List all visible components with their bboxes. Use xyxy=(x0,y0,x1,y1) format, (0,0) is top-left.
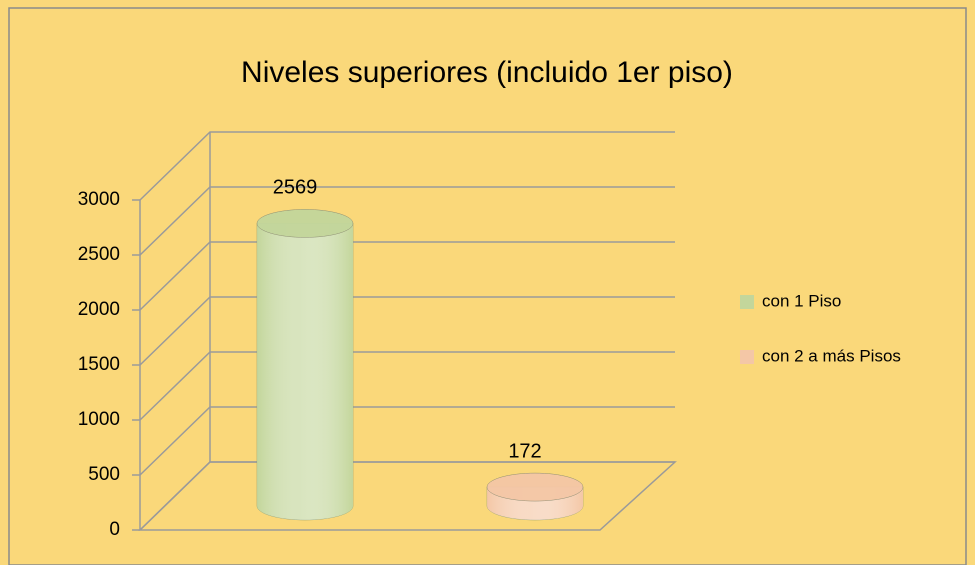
value-label: 2569 xyxy=(273,177,318,199)
y-tick-label: 500 xyxy=(88,464,120,485)
y-tick-label: 2000 xyxy=(78,299,120,320)
y-tick-label: 1500 xyxy=(78,354,120,375)
chart-border xyxy=(8,7,967,565)
y-tick-label: 2500 xyxy=(78,244,120,265)
cylinder-top xyxy=(256,209,354,238)
chart-title: Niveles superiores (incluido 1er piso) xyxy=(241,56,733,89)
grid-line xyxy=(139,461,675,531)
legend-label: con 2 a más Pisos xyxy=(762,346,901,365)
y-tick-label: 1000 xyxy=(78,409,120,430)
y-tick-label: 0 xyxy=(109,519,120,540)
grid-line xyxy=(139,186,675,256)
legend-label: con 1 Piso xyxy=(762,291,841,310)
y-tick-label: 3000 xyxy=(78,189,120,210)
legend-swatch xyxy=(740,350,754,364)
grid-line xyxy=(139,131,675,201)
cylinder-shade xyxy=(257,223,353,520)
cylinder-top xyxy=(486,472,584,502)
legend-swatch xyxy=(740,295,754,309)
value-label: 172 xyxy=(508,440,541,462)
grid-line xyxy=(139,241,675,311)
grid-line xyxy=(139,296,675,366)
grid-line xyxy=(139,406,675,476)
grid-line xyxy=(139,351,675,421)
